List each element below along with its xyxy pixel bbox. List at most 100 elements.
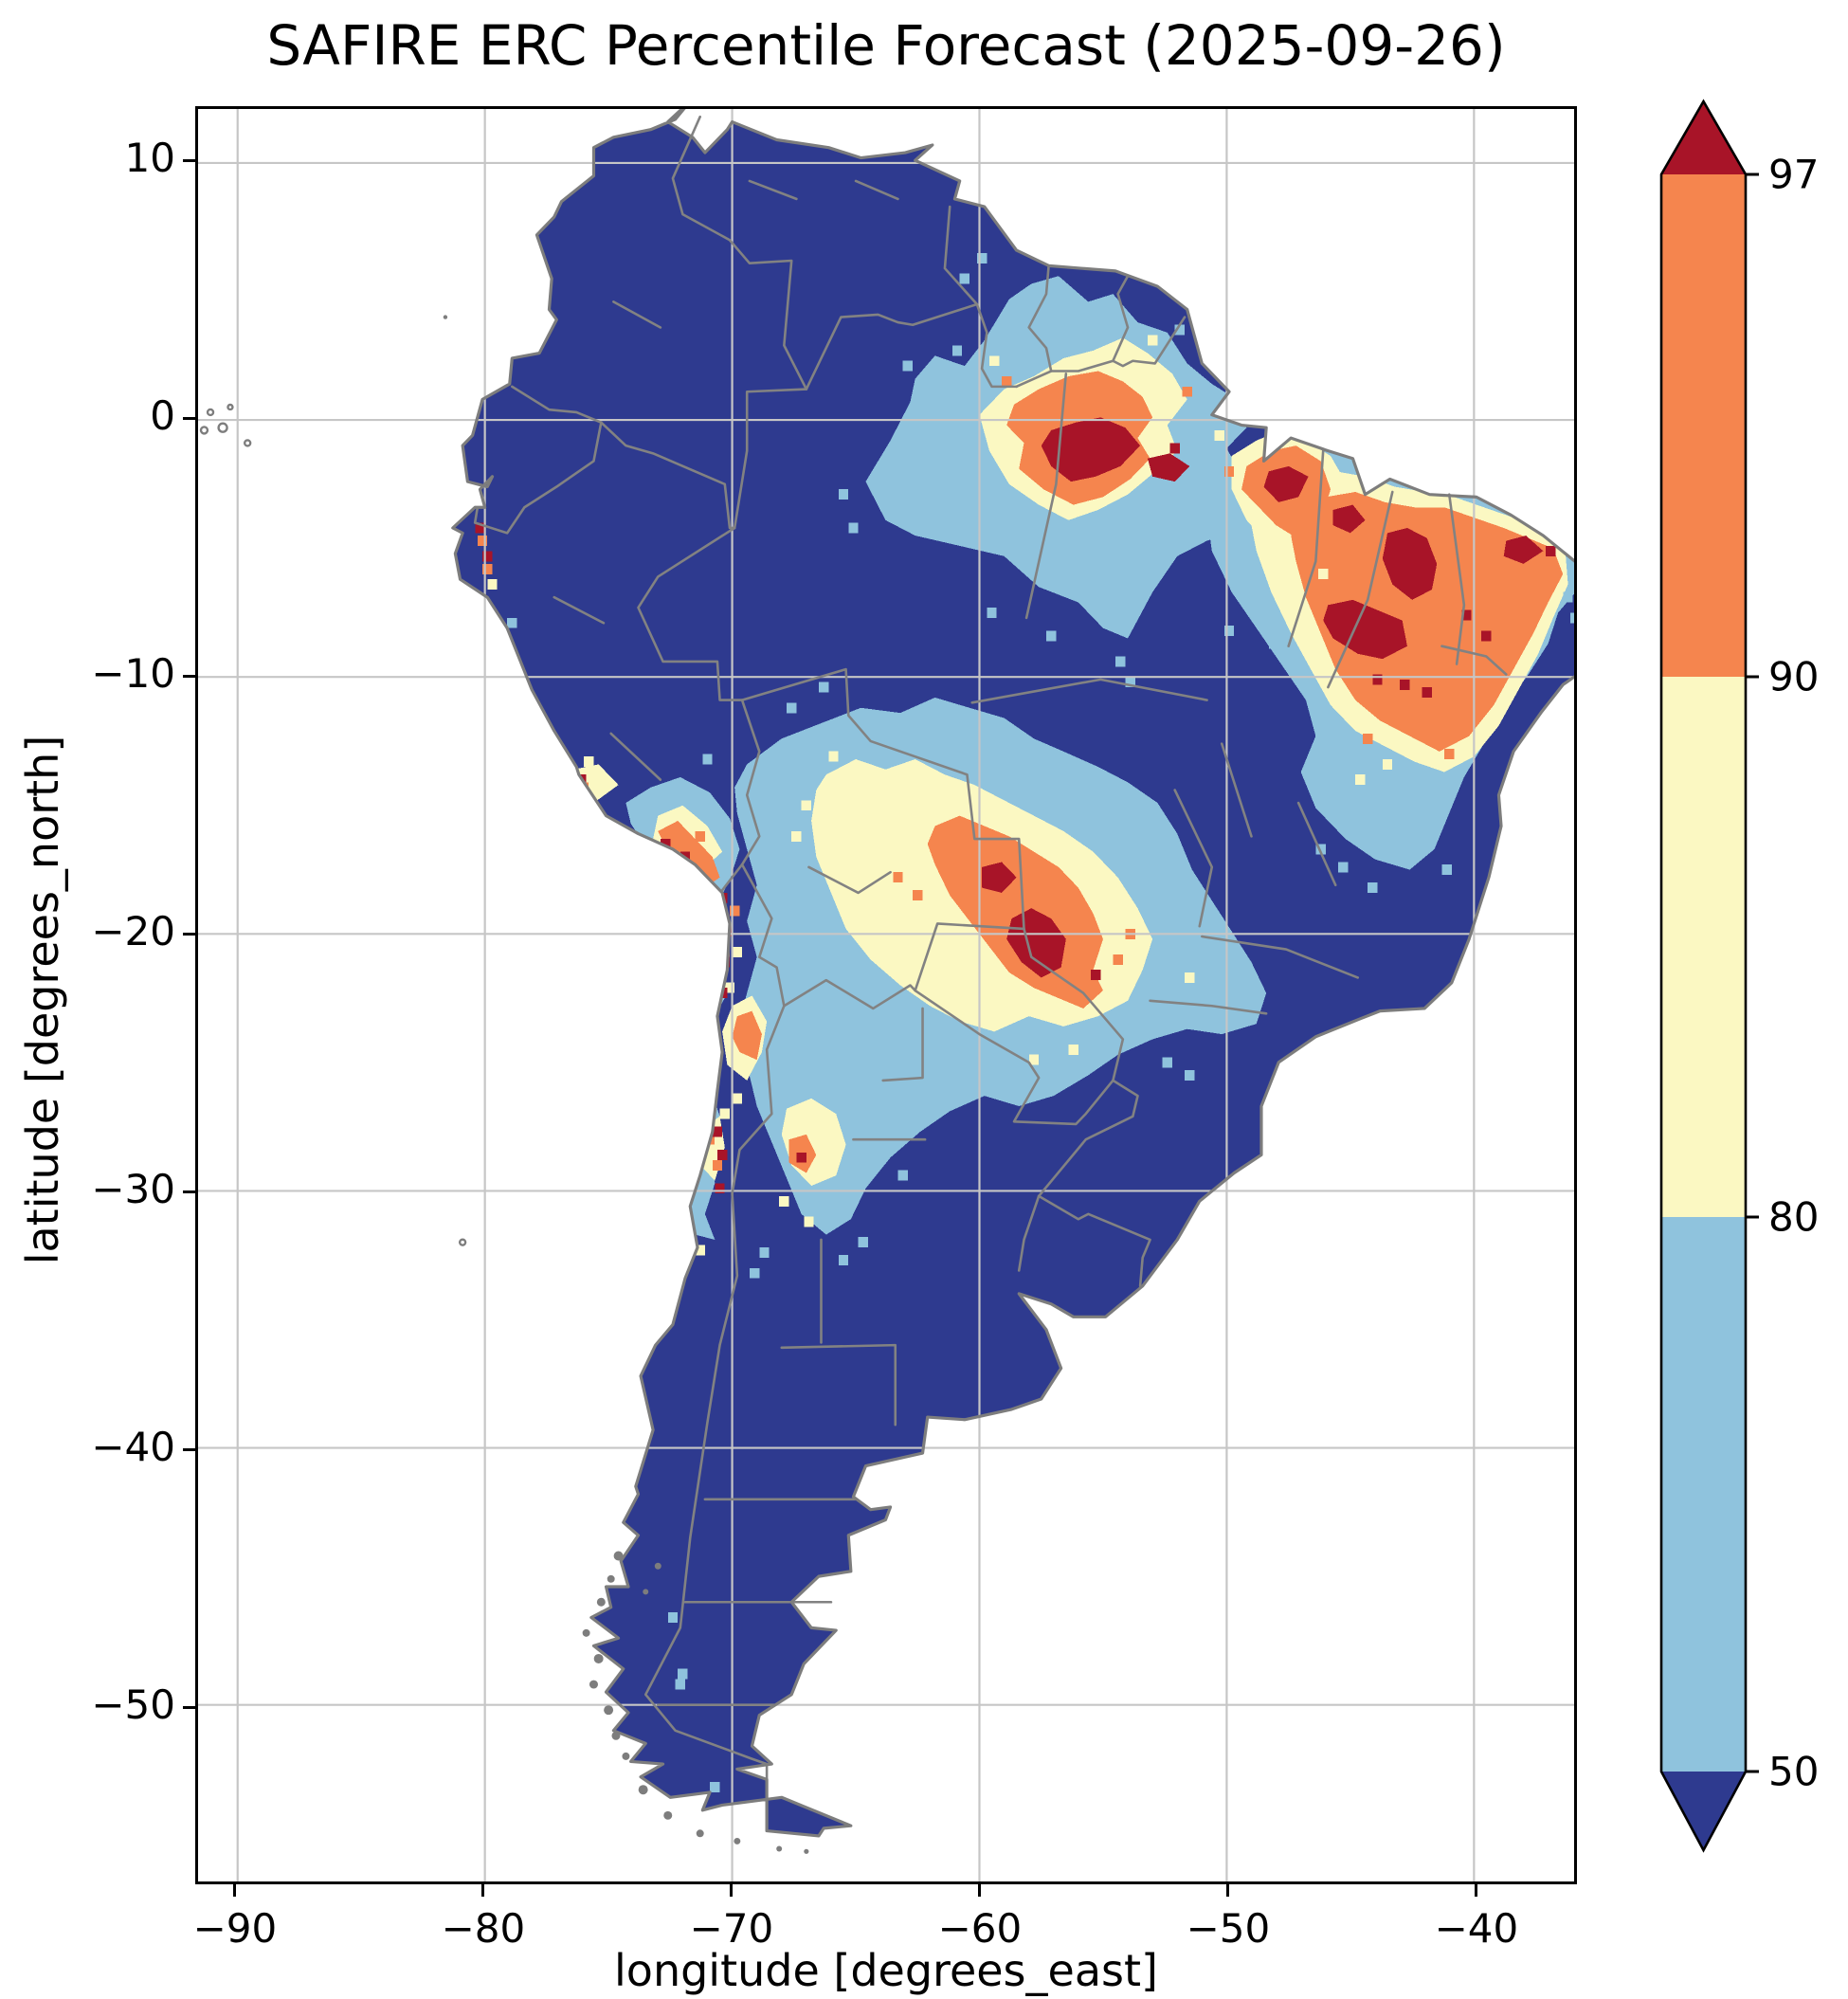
y-tick-mark: [183, 1705, 195, 1709]
raster-cell-p90_97: [477, 536, 488, 547]
island-icon: [596, 1597, 606, 1607]
x-tick-mark: [1475, 1884, 1478, 1897]
raster-cell-p97plus: [464, 409, 476, 421]
raster-cell-p80_90: [724, 982, 735, 993]
raster-cell-p97plus: [1372, 674, 1383, 685]
raster-cell-p90_97: [695, 830, 705, 842]
raster-cell-p97plus: [1422, 686, 1432, 698]
raster-cell-p80_90: [719, 1108, 730, 1119]
raster-cell-p80_90: [779, 1195, 789, 1207]
island-icon: [582, 1628, 590, 1637]
island-icon: [607, 1574, 615, 1583]
raster-region-p97plus: [1041, 417, 1141, 482]
y-tick-label: −10: [91, 650, 175, 698]
y-tick-mark: [183, 1190, 195, 1193]
island-icon: [613, 1551, 624, 1561]
y-tick-label: −20: [91, 908, 175, 955]
raster-cell-p90_97: [482, 563, 493, 574]
colorbar-tick-label: 97: [1768, 152, 1819, 198]
raster-cell-p80_90: [1318, 569, 1329, 580]
raster-cell-p97plus: [1091, 970, 1101, 981]
admin-borders: [473, 115, 1508, 1832]
coastline: [451, 109, 1574, 1838]
raster-cell-p50_80: [675, 1679, 685, 1690]
y-tick-mark: [183, 158, 195, 162]
raster-cell-p90_97: [1113, 954, 1123, 965]
island-icon: [663, 1810, 673, 1820]
raster-cell-p50_80: [1570, 612, 1574, 624]
raster-cell-p50_80: [710, 1782, 720, 1793]
raster-region-p97plus: [982, 862, 1017, 893]
raster-cell-p80_90: [988, 355, 1000, 367]
colorbar-tick-label: 90: [1768, 654, 1819, 700]
raster-cell-p50_80: [1268, 638, 1279, 649]
page-title: SAFIRE ERC Percentile Forecast (2025-09-…: [266, 13, 1506, 78]
raster-cell-p80_90: [1068, 1044, 1078, 1055]
raster-cell-p50_80: [838, 1255, 849, 1266]
raster-cell-p80_90: [1185, 972, 1195, 983]
island-icon: [611, 1731, 621, 1740]
raster-cell-p80_90: [791, 830, 802, 842]
map-axes: [195, 106, 1577, 1884]
raster-cell-p90_97: [460, 425, 471, 436]
raster-cell-p97plus: [1400, 679, 1410, 690]
raster-region-p97plus: [1323, 599, 1407, 660]
raster-cell-p80_90: [1382, 758, 1393, 770]
raster-region-p97plus: [1332, 504, 1366, 534]
raster-cell-p80_90: [801, 800, 812, 811]
raster-region-p90_97: [1291, 492, 1564, 752]
colorbar-svg: 97 90 80 50: [1659, 99, 1819, 1853]
x-tick-mark: [730, 1884, 734, 1897]
raster-cell-p90_97: [1001, 375, 1012, 387]
island-icon: [776, 1845, 783, 1852]
raster-cell-p50_80: [858, 1237, 869, 1248]
y-tick-label: −50: [91, 1681, 175, 1729]
raster-cell-p50_80: [987, 607, 997, 618]
raster-cell-p80_90: [487, 579, 498, 591]
raster-cell-p97plus: [796, 1152, 806, 1163]
island-icon: [622, 1752, 630, 1760]
x-tick-label: −50: [1186, 1905, 1271, 1952]
y-tick-mark: [183, 932, 195, 936]
raster-cell-p50_80: [702, 754, 713, 765]
raster-cell-p80_90: [1147, 335, 1158, 346]
raster-cell-p80_90: [828, 751, 839, 762]
x-tick-mark: [233, 1884, 237, 1897]
raster-cell-p50_80: [1315, 844, 1326, 855]
raster-cell-p80_90: [732, 946, 743, 957]
raster-cell-p90_97: [957, 830, 968, 842]
raster-cell-p50_80: [747, 1808, 757, 1819]
raster-cell-p80_90: [584, 756, 594, 768]
island-icon: [244, 439, 252, 447]
raster-cell-p50_80: [1441, 864, 1452, 876]
raster-cell-p80_90: [1214, 429, 1224, 441]
raster-cell-p97plus: [715, 1183, 725, 1194]
y-tick-label: −40: [91, 1424, 175, 1471]
colorbar-seg-50-80: [1661, 1217, 1746, 1772]
raster-cell-p50_80: [1115, 656, 1126, 667]
y-tick-mark: [183, 416, 195, 420]
raster-region-p90_97: [732, 1010, 762, 1061]
island-icon: [217, 422, 228, 433]
raster-cell-p50_80: [932, 381, 943, 392]
island-icon: [643, 1589, 649, 1595]
raster-cell-p50_80: [897, 1170, 908, 1181]
island-icon: [604, 1705, 614, 1716]
raster-region-p97plus: [1503, 536, 1544, 564]
y-tick-mark: [183, 674, 195, 678]
island-icon: [696, 1829, 704, 1838]
raster-cell-p50_80: [1337, 862, 1349, 873]
colorbar-tick-label: 80: [1768, 1194, 1819, 1241]
island-icon: [804, 1848, 809, 1854]
raster-cell-p80_90: [467, 494, 478, 505]
raster-cell-p90_97: [1182, 386, 1192, 397]
raster-cell-p50_80: [1223, 625, 1235, 636]
raster-cell-p50_80: [1368, 882, 1378, 894]
island-icon: [206, 408, 215, 417]
x-axis-label: longitude [degrees_east]: [614, 1945, 1158, 1996]
raster-cell-p50_80: [1125, 677, 1135, 688]
island-icon: [638, 1785, 648, 1795]
colorbar-tick-label: 50: [1768, 1749, 1819, 1795]
island-icon: [226, 403, 234, 411]
